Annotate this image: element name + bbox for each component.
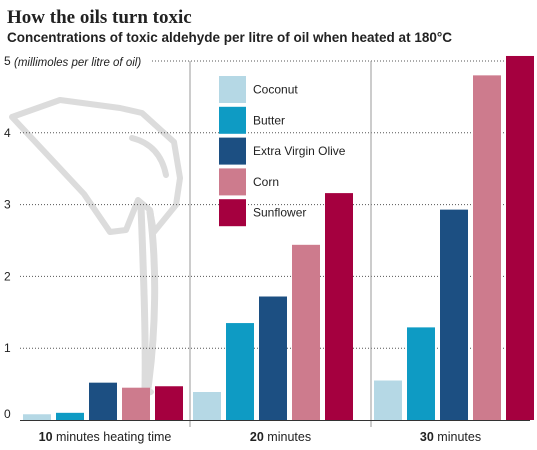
y-tick-label: 1	[4, 341, 11, 355]
category-labels: 10 minutes heating time 20 minutes 30 minu…	[39, 430, 481, 444]
bar-corn	[473, 75, 501, 421]
y-tick-label: 2	[4, 269, 11, 283]
pouring-oil-jug-icon	[9, 97, 183, 396]
bar-coconut	[193, 391, 221, 420]
legend-swatch	[219, 199, 246, 227]
bar-butter	[56, 412, 84, 420]
bar-extra-virgin-olive	[89, 382, 117, 420]
legend-label: Sunflower	[253, 206, 306, 220]
bar-corn	[292, 244, 320, 420]
bar-coconut	[23, 414, 51, 420]
bar-extra-virgin-olive	[440, 209, 468, 420]
legend-swatch	[219, 168, 246, 196]
x-category-label: 20 minutes	[250, 430, 311, 444]
legend-swatch	[219, 106, 246, 134]
legend-label: Coconut	[253, 83, 298, 97]
legend-item: Butter	[219, 106, 285, 134]
legend-item: Coconut	[219, 76, 298, 103]
y-tick-label: 0	[4, 407, 11, 421]
legend-label: Corn	[253, 175, 279, 189]
chart-subtitle: Concentrations of toxic aldehyde per lit…	[7, 30, 452, 45]
bar-corn	[122, 387, 150, 420]
legend-label: Extra Virgin Olive	[253, 144, 346, 158]
bar-sunflower	[506, 55, 534, 420]
bars-layer	[23, 55, 534, 421]
bar-sunflower	[325, 193, 353, 420]
legend: Coconut Butter Extra Virgin Olive Corn Sunfl…	[219, 76, 346, 227]
bar-sunflower	[155, 386, 183, 420]
bar-extra-virgin-olive	[259, 296, 287, 420]
bar-butter	[226, 323, 254, 420]
legend-item: Extra Virgin Olive	[219, 137, 346, 165]
legend-swatch	[219, 137, 246, 165]
y-tick-label: 5	[4, 54, 11, 68]
y-tick-label: 3	[4, 198, 11, 212]
y-tick-label: 4	[4, 126, 11, 140]
x-category-label: 30 minutes	[420, 430, 481, 444]
legend-item: Sunflower	[219, 199, 306, 227]
x-category-label: 10 minutes heating time	[39, 430, 172, 444]
chart-title: How the oils turn toxic	[7, 7, 192, 28]
legend-item: Corn	[219, 168, 279, 196]
bar-butter	[407, 327, 435, 420]
legend-label: Butter	[253, 113, 285, 127]
legend-swatch	[219, 76, 246, 103]
bar-coconut	[374, 380, 402, 420]
y-axis-unit-label: (millimoles per litre of oil)	[14, 57, 141, 69]
